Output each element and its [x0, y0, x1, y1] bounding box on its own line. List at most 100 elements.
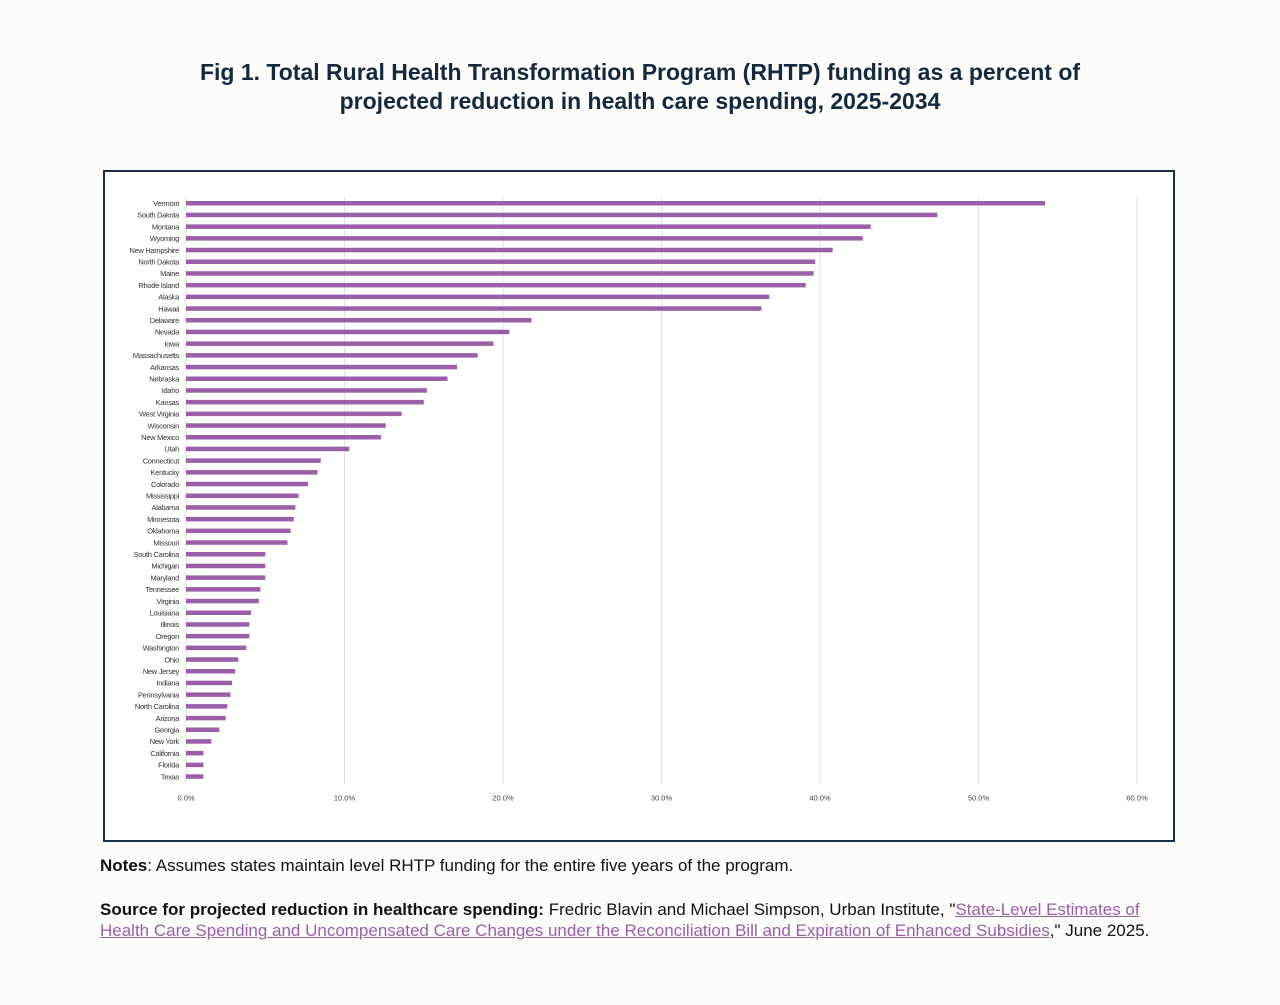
bar-delaware	[186, 318, 532, 323]
source: Source for projected reduction in health…	[100, 899, 1190, 941]
category-label: Iowa	[164, 339, 180, 348]
category-label: Rhode Island	[138, 281, 179, 290]
notes-label: Notes	[100, 856, 148, 875]
bar-south-dakota	[186, 212, 938, 218]
category-label: Maine	[160, 269, 179, 278]
bar-georgia	[186, 727, 220, 732]
category-label: Connecticut	[143, 456, 181, 465]
source-text: Fredric Blavin and Michael Simpson, Urba…	[543, 900, 956, 919]
bar-texas	[186, 774, 204, 779]
category-label: Georgia	[154, 726, 180, 735]
bar-maryland	[186, 575, 266, 580]
category-label: Virginia	[157, 597, 181, 606]
category-label: South Carolina	[134, 550, 181, 559]
chart-title: Fig 1. Total Rural Health Transformation…	[0, 58, 1280, 116]
category-label: Minnesota	[147, 515, 180, 524]
category-label: Oregon	[156, 632, 179, 641]
category-label: North Dakota	[138, 258, 180, 267]
category-label: Idaho	[162, 386, 179, 395]
category-label: Illinois	[161, 620, 180, 629]
bar-minnesota	[186, 516, 294, 522]
bar-oregon	[186, 633, 250, 639]
bar-west-virginia	[186, 411, 402, 417]
category-label: Tennessee	[145, 585, 179, 594]
bar-alaska	[186, 294, 770, 300]
category-label: Montana	[152, 222, 180, 231]
bar-rhode-island	[186, 282, 806, 288]
bar-florida	[186, 762, 204, 768]
notes-text: : Assumes states maintain level RHTP fun…	[147, 856, 794, 875]
category-label: Vermont	[153, 199, 180, 208]
bar-new-mexico	[186, 435, 381, 440]
bar-virginia	[186, 598, 259, 604]
category-label: Arizona	[156, 714, 180, 723]
category-label: Florida	[158, 761, 180, 770]
bar-arkansas	[186, 364, 458, 370]
bar-illinois	[186, 622, 250, 627]
bar-north-dakota	[186, 259, 816, 264]
x-tick-label: 20.0%	[492, 793, 514, 802]
category-label: West Virginia	[139, 410, 180, 419]
bar-wisconsin	[186, 423, 386, 428]
category-label: New Jersey	[143, 667, 180, 676]
category-label: Nevada	[155, 328, 180, 337]
bar-new-york	[186, 739, 212, 744]
source-link[interactable]: State-Level Estimates of Health Care Spe…	[100, 900, 1140, 940]
notes: Notes: Assumes states maintain level RHT…	[100, 856, 793, 876]
title-line-2: projected reduction in health care spend…	[339, 88, 941, 114]
category-label: Texas	[161, 772, 180, 781]
bar-kentucky	[186, 470, 318, 475]
category-label: Washington	[143, 644, 179, 653]
category-label: Mississippi	[146, 492, 180, 501]
bar-missouri	[186, 540, 288, 545]
bar-mississippi	[186, 493, 299, 498]
bar-louisiana	[186, 610, 251, 615]
bar-nebraska	[186, 376, 448, 381]
bar-tennessee	[186, 587, 261, 592]
bar-utah	[186, 446, 350, 452]
source-text-after: ," June 2025.	[1049, 921, 1150, 940]
category-label: Alaska	[158, 293, 180, 302]
bar-connecticut	[186, 458, 321, 463]
x-tick-label: 60.0%	[1126, 793, 1148, 802]
bar-washington	[186, 645, 247, 651]
bar-ohio	[186, 657, 239, 662]
bar-north-carolina	[186, 704, 228, 709]
x-tick-label: 40.0%	[809, 793, 831, 802]
category-label: North Carolina	[135, 702, 180, 711]
x-tick-label: 30.0%	[651, 793, 673, 802]
category-label: Michigan	[151, 562, 179, 571]
bar-idaho	[186, 388, 427, 393]
category-label: Nebraska	[149, 375, 180, 384]
category-label: Hawaii	[158, 304, 179, 313]
category-label: Pennsylvania	[138, 690, 180, 699]
bar-hawaii	[186, 306, 762, 311]
category-label: Wisconsin	[148, 421, 180, 430]
bar-michigan	[186, 563, 266, 569]
category-label: Wyoming	[150, 234, 179, 243]
category-label: Kansas	[156, 398, 180, 407]
bar-maine	[186, 271, 814, 276]
category-label: Arkansas	[150, 363, 179, 372]
bar-new-hampshire	[186, 247, 833, 253]
category-label: Colorado	[151, 480, 179, 489]
chart-frame: 0.0% 10.0% 20.0% 30.0% 40.0% 50.0% 60.0% Vermon…	[103, 170, 1175, 842]
bar-montana	[186, 224, 871, 229]
x-tick-label: 10.0%	[334, 793, 356, 802]
x-tick-label: 50.0%	[968, 793, 990, 802]
bar-alabama	[186, 505, 296, 510]
category-label: Missouri	[153, 538, 179, 547]
category-label: California	[150, 749, 180, 758]
bar-colorado	[186, 481, 309, 487]
category-label: Louisiana	[150, 609, 181, 618]
category-label: Oklahoma	[147, 527, 180, 536]
bar-vermont	[186, 201, 1046, 206]
category-label: New York	[150, 737, 180, 746]
bar-chart: 0.0% 10.0% 20.0% 30.0% 40.0% 50.0% 60.0% Vermon…	[130, 198, 1148, 802]
category-label: Alabama	[151, 503, 180, 512]
bar-nevada	[186, 329, 510, 335]
bar-kansas	[186, 399, 424, 405]
category-label: South Dakota	[137, 211, 180, 220]
category-label: Utah	[164, 445, 179, 454]
bar-massachusetts	[186, 353, 478, 358]
